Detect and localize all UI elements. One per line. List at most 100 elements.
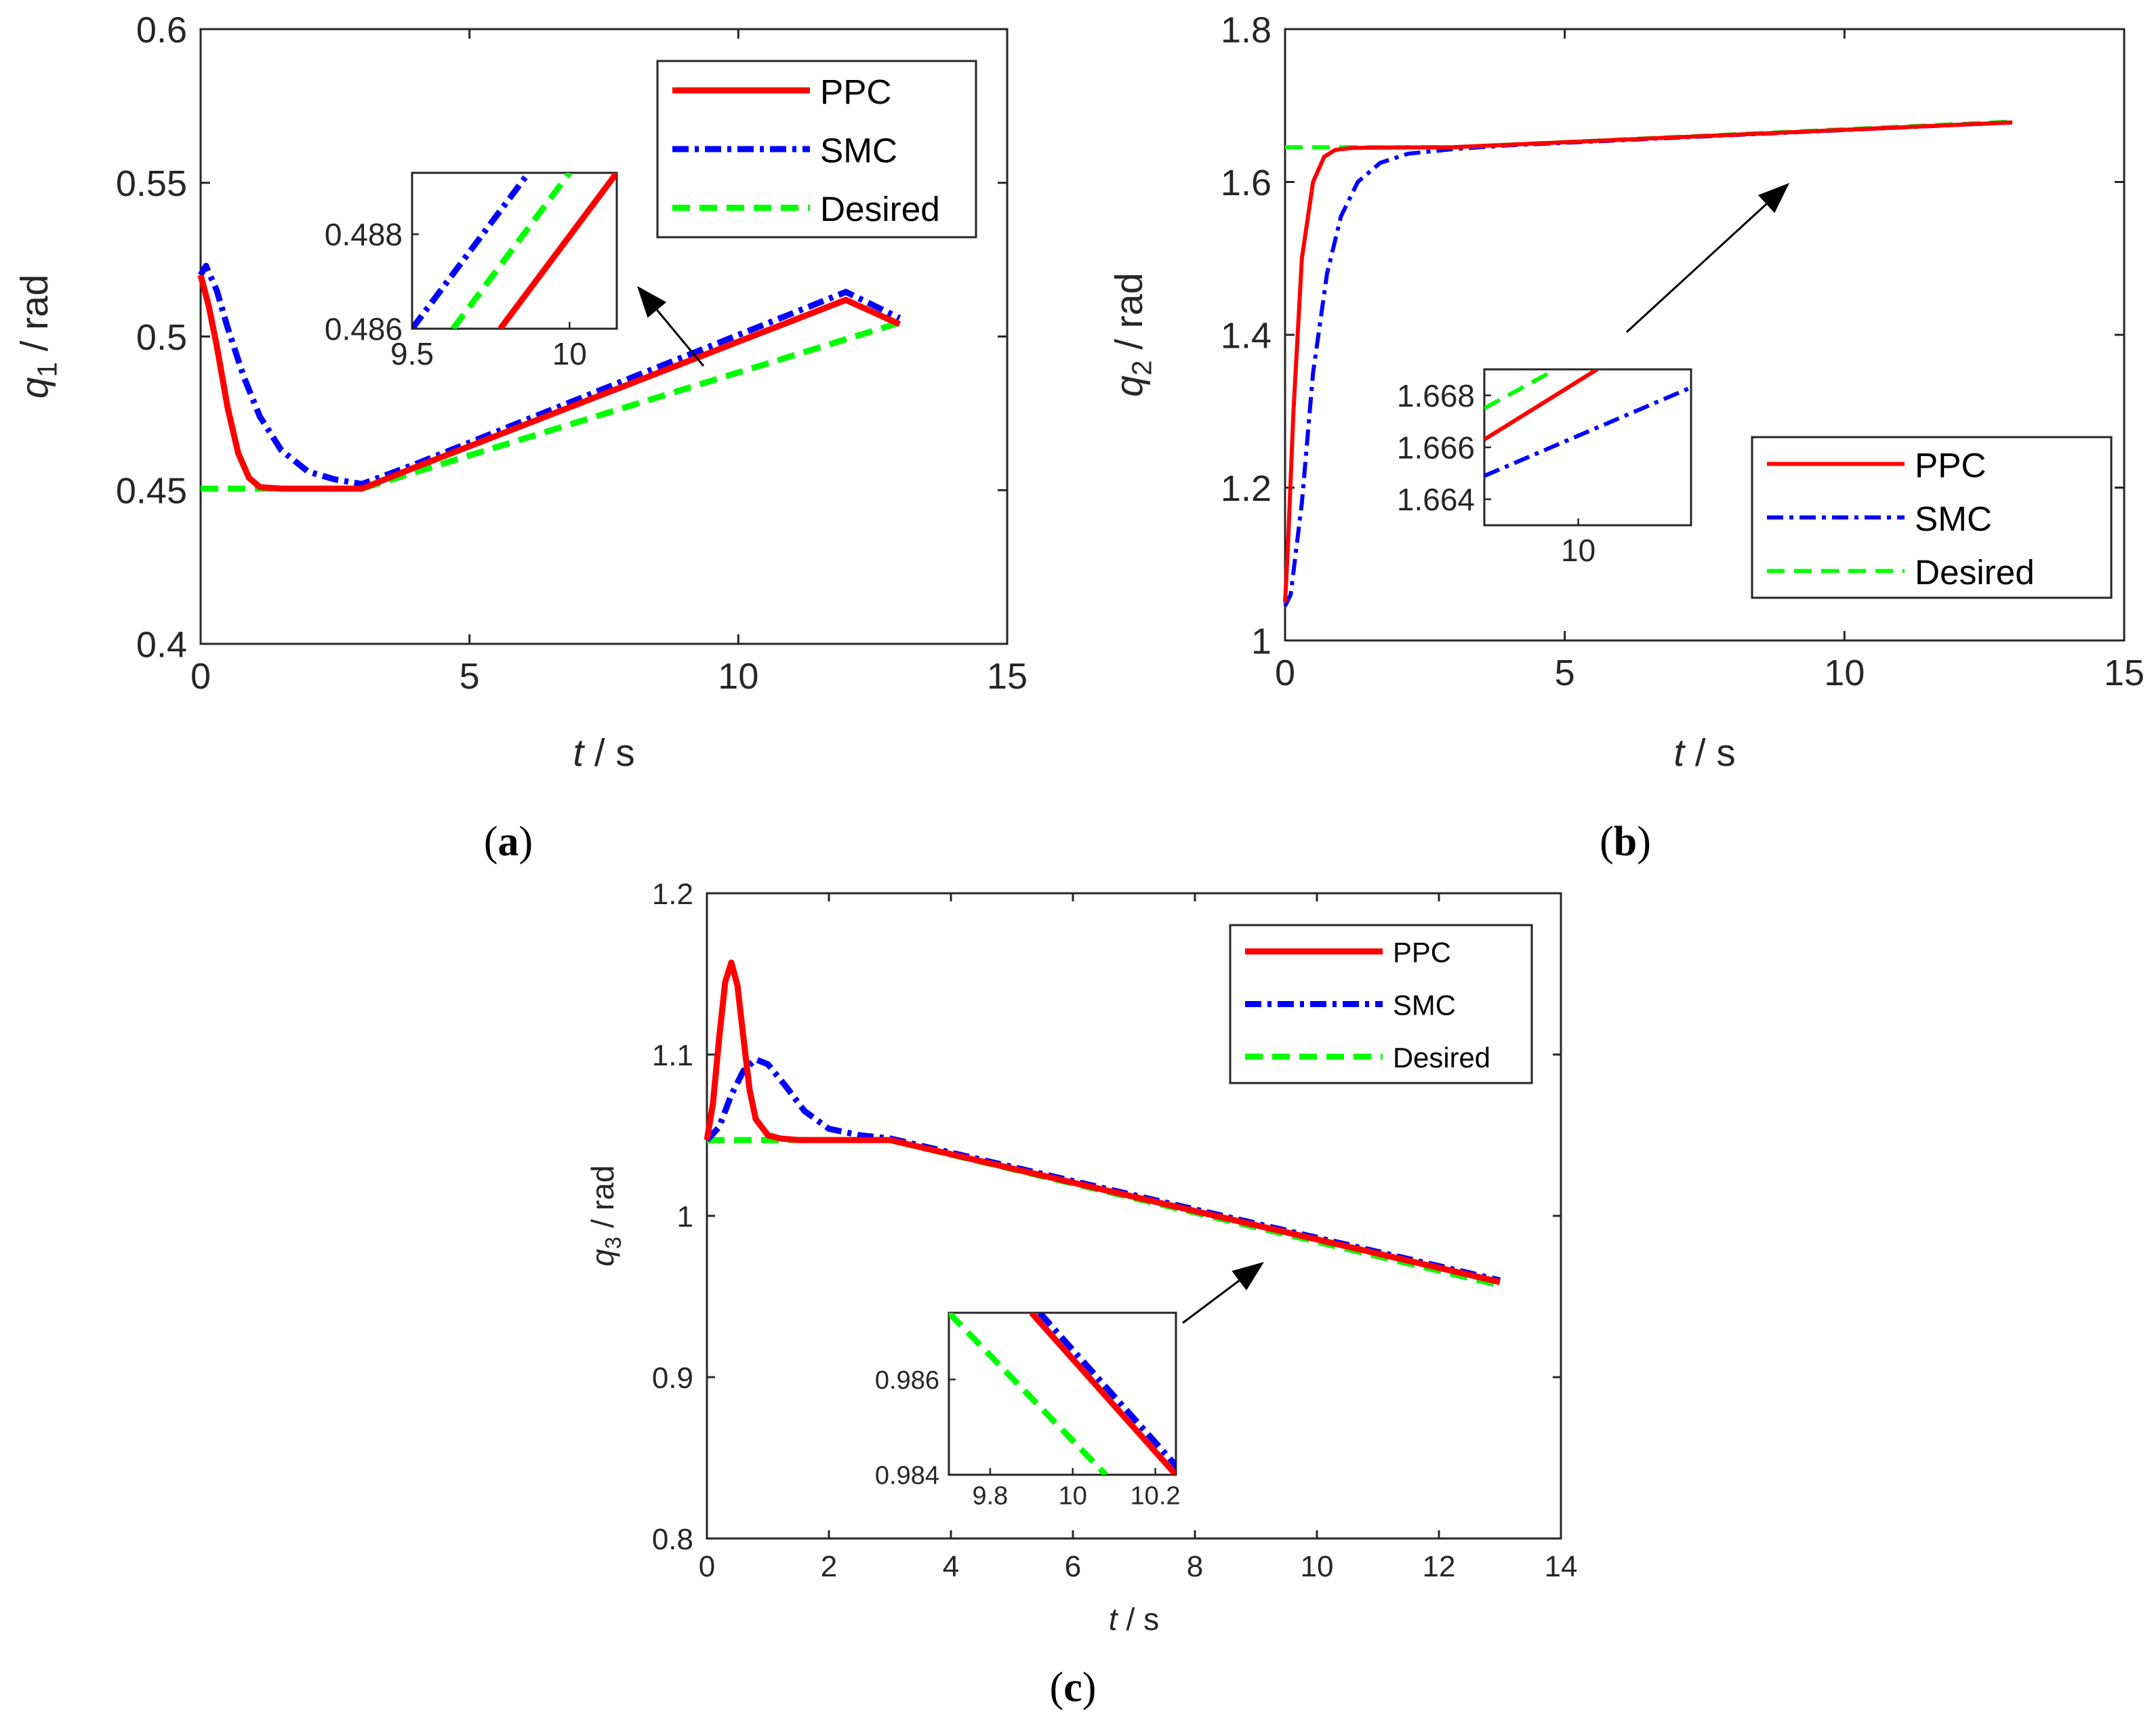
y-tick-label: 1 [677,1200,693,1233]
inset-line-ppc [1029,1313,1176,1475]
x-axis-label-var: t [1673,732,1686,775]
series-line-ppc [197,274,901,492]
legend-label-smc: SMC [820,131,897,169]
arrow-shaft [1625,203,1768,333]
x-tick-label: 0 [699,1550,715,1583]
x-tick-label: 4 [943,1550,959,1583]
panel-caption: (c) [1050,1665,1097,1711]
y-axis-label: q3 / rad [585,1165,626,1266]
inset-zoom: 9.5 10 0.486 0.488 [325,171,618,371]
zoom-arrow [1625,183,1789,333]
y-axis-label-unit: / rad [1108,272,1151,360]
arrow-shaft [656,309,705,367]
zoom-arrow [1182,1262,1264,1324]
inset-frame [411,171,618,330]
inset-line-smc [1037,1313,1176,1471]
inset-x-tick-label: 10.2 [1131,1482,1181,1511]
x-tick-label: 0 [190,656,211,697]
x-axis-label-var: t [1109,1601,1119,1637]
y-tick-label: 1 [1251,621,1272,661]
inset-line-smc [1484,386,1691,478]
y-axis-label-unit: / rad [14,274,56,362]
legend-label-ppc: PPC [1393,937,1451,968]
y-tick-label: 0.45 [116,471,187,512]
inset-y-tick-label: 0.486 [325,312,403,347]
x-tick-label: 10 [1824,653,1865,693]
inset-y-tick-label: 1.668 [1397,378,1475,413]
y-tick-label: 0.6 [136,9,187,50]
arrow-shaft [1182,1280,1240,1324]
caption-open-paren: ( [1600,819,1614,865]
inset-y-tick-label: 1.664 [1397,482,1475,517]
inset-x-tick-label: 10 [1059,1482,1087,1511]
x-axis-label: t / s [1673,732,1735,775]
x-tick-label: 10 [1301,1550,1334,1583]
panel-a: 0 5 10 15 0.4 0.45 0.5 0.55 0.6 q1 / rad t / s PPC S… [14,9,1028,865]
y-axis-label-sub: 3 [601,1237,626,1249]
y-axis-label-sub: 1 [32,362,63,378]
x-tick-label: 14 [1545,1550,1578,1583]
x-tick-label: 10 [718,656,758,697]
inset-zoom: 9.8 10 10.2 0.984 0.986 [875,1311,1181,1511]
x-tick-label: 2 [821,1550,837,1583]
legend-label-desired: Desired [1915,553,2035,592]
inset-y-tick-label: 0.984 [875,1462,939,1490]
x-axis-label: t / s [573,732,634,775]
inset-line-ppc [1484,369,1598,442]
arrow-head [1232,1262,1264,1290]
legend: PPC SMC Desired [1229,924,1533,1084]
inset-lines [949,1313,1176,1475]
x-tick-label: 5 [460,656,480,697]
arrow-head [637,286,667,318]
legend-label-smc: SMC [1915,499,1992,538]
legend-label-ppc: PPC [1915,446,1986,485]
panel-c: 0 2 4 6 8 10 12 14 0.8 0.9 1 1.1 1.2 q3 / rad t / s PPC… [585,878,1577,1711]
x-axis-label: t / s [1109,1601,1159,1637]
series-line-smc [704,1056,1501,1284]
inset-y-tick-label: 0.986 [875,1366,939,1395]
inset-line-ppc [497,173,617,329]
panel-caption: (a) [484,819,533,865]
inset-x-tick-label: 9.8 [972,1482,1008,1511]
legend: PPC SMC Desired [1751,436,2113,599]
y-axis-label-sub: 2 [1126,361,1158,376]
legend: PPC SMC Desired [656,60,977,239]
x-tick-label: 15 [2104,653,2144,693]
y-axis-label: q1 / rad [14,274,63,399]
series-line-ppc [1283,120,2013,603]
caption-open-paren: ( [484,819,498,865]
panel-b: 0 5 10 15 1 1.2 1.4 1.6 1.8 q2 / rad t / s PPC SMC De… [1108,9,2144,865]
x-tick-label: 8 [1187,1550,1203,1583]
y-axis-label-unit: / rad [585,1165,620,1236]
inset-y-tick-label: 0.488 [325,217,403,252]
caption-close-paren: ) [519,819,533,865]
y-tick-label: 1.6 [1221,163,1272,203]
series-line-smc [198,262,901,487]
y-axis-label-var: q [14,377,56,399]
legend-label-ppc: PPC [820,73,891,111]
x-tick-label: 0 [1275,653,1295,693]
inset-line-desired [1484,369,1557,411]
x-tick-label: 12 [1423,1550,1456,1583]
y-tick-label: 1.1 [652,1039,693,1072]
y-tick-label: 1.8 [1221,9,1272,50]
y-tick-label: 1.4 [1221,315,1272,356]
y-axis-label-var: q [1108,375,1151,397]
x-axis-label-var: t [573,732,585,775]
caption-open-paren: ( [1050,1665,1064,1711]
caption-close-paren: ) [1082,1665,1097,1711]
caption-letter: c [1063,1665,1082,1711]
caption-close-paren: ) [1637,819,1651,865]
legend-label-desired: Desired [1393,1042,1490,1074]
y-tick-label: 0.8 [652,1523,693,1556]
y-tick-label: 0.4 [136,624,187,665]
inset-x-tick-label: 9.5 [390,336,434,371]
y-tick-label: 1.2 [652,878,693,911]
x-tick-label: 15 [987,656,1028,697]
legend-label-smc: SMC [1393,989,1456,1021]
x-axis-label-unit: / s [1118,1601,1160,1637]
y-tick-label: 0.5 [136,317,187,358]
y-tick-label: 0.9 [652,1362,693,1395]
x-tick-label: 5 [1555,653,1575,693]
caption-letter: b [1614,819,1637,865]
